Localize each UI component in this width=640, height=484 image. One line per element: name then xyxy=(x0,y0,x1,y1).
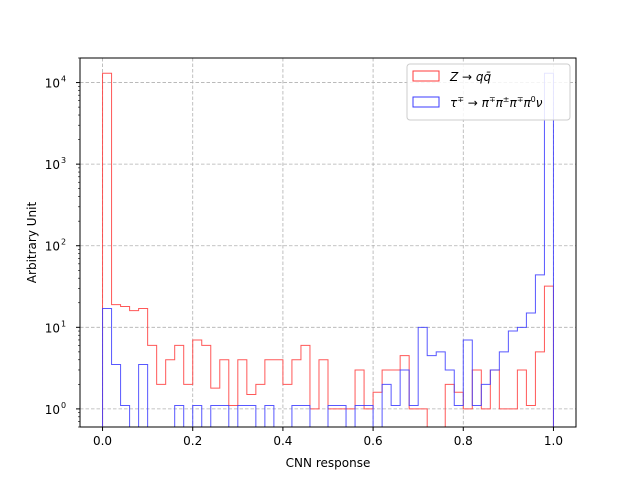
y-tick-label: 10 xyxy=(45,77,60,91)
y-tick-exponent: 3 xyxy=(61,156,66,165)
y-tick-label: 10 xyxy=(45,240,60,254)
y-tick-exponent: 0 xyxy=(61,401,66,410)
x-axis-ticks: 0.0 0.2 0.4 0.6 0.8 1.0 xyxy=(93,427,563,448)
x-tick-label: 0.2 xyxy=(183,434,202,448)
legend-swatch-tau xyxy=(412,96,440,108)
legend-label-tau: τ∓ → π∓π±π∓π0ν xyxy=(450,95,543,110)
y-tick-label: 10 xyxy=(45,403,60,417)
axes-frame xyxy=(79,57,577,428)
y-tick-label: 10 xyxy=(45,158,60,172)
legend: Z → qq̄ τ∓ → π∓π±π∓π0ν xyxy=(406,63,571,121)
legend-label-z-qq: Z → qq̄ xyxy=(449,70,492,84)
x-tick-label: 0.4 xyxy=(273,434,292,448)
y-tick-exponent: 2 xyxy=(61,238,66,247)
legend-swatch-z-qq xyxy=(412,70,440,82)
legend-box xyxy=(406,63,571,121)
y-tick-label: 10 xyxy=(45,321,60,335)
series-line-1 xyxy=(102,72,554,428)
y-tick-exponent: 4 xyxy=(61,75,66,84)
series-layer xyxy=(102,72,554,428)
y-axis-label: Arbitrary Unit xyxy=(25,202,39,284)
x-tick-label: 0.8 xyxy=(454,434,473,448)
y-tick-exponent: 1 xyxy=(61,319,66,328)
series-line-0 xyxy=(102,72,554,428)
x-tick-label: 0.6 xyxy=(364,434,383,448)
x-tick-label: 1.0 xyxy=(544,434,563,448)
x-tick-label: 0.0 xyxy=(93,434,112,448)
x-axis-label: CNN response xyxy=(286,456,371,470)
